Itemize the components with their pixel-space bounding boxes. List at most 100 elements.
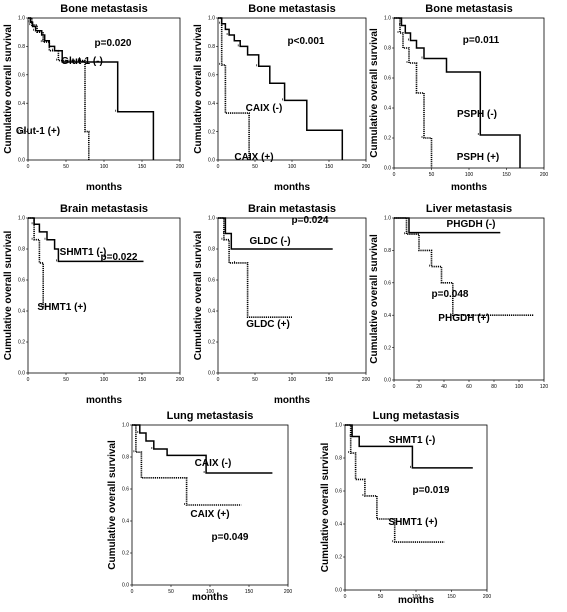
survival-curve-positive	[345, 424, 445, 543]
x-tick-label: 50	[252, 164, 258, 170]
survival-curve-negative	[345, 424, 473, 469]
p-value-label: p<0.001	[288, 36, 325, 47]
y-tick-label: 0.0	[18, 371, 25, 377]
survival-curve-positive	[218, 217, 292, 318]
group-label-positive: PHGDH (+)	[438, 313, 489, 324]
y-tick-label: 0.2	[208, 340, 215, 346]
y-tick-label: 0.0	[208, 371, 215, 377]
y-tick-label: 0.4	[18, 101, 25, 107]
x-tick-label: 200	[176, 164, 185, 170]
x-tick-label: 150	[502, 172, 511, 178]
x-tick-label: 100	[465, 172, 474, 178]
x-tick-label: 0	[393, 384, 396, 390]
chart-title: Bone metastasis	[60, 3, 147, 15]
y-tick-label: 0.2	[384, 136, 391, 142]
y-tick-label: 0.8	[208, 44, 215, 50]
x-tick-label: 100	[412, 594, 421, 600]
x-tick-label: 100	[515, 384, 524, 390]
y-tick-label: 0.2	[18, 340, 25, 346]
group-label-negative: CAIX (-)	[195, 458, 232, 469]
y-tick-label: 0.4	[384, 313, 391, 319]
y-tick-label: 0.2	[18, 129, 25, 135]
x-tick-label: 0	[217, 377, 220, 383]
p-value-label: p=0.022	[101, 252, 138, 263]
x-tick-label: 60	[466, 384, 472, 390]
x-tick-label: 0	[217, 164, 220, 170]
y-tick-label: 0.4	[208, 101, 215, 107]
km-panel-3: Bone metastasis Cumulative overall surviv…	[369, 3, 548, 193]
y-tick-label: 0.8	[335, 456, 342, 462]
y-tick-label: 0.2	[384, 345, 391, 351]
group-label-negative: PSPH (-)	[457, 109, 497, 120]
y-axis-label: Cumulative overall survival	[3, 24, 14, 154]
group-label-positive: Glut-1 (+)	[16, 126, 60, 137]
y-axis-label: Cumulative overall survival	[107, 440, 118, 570]
x-tick-label: 150	[138, 377, 147, 383]
y-tick-label: 0.8	[18, 247, 25, 253]
x-tick-label: 200	[176, 377, 185, 383]
km-panel-5: Brain metastasis Cumulative overall survi…	[193, 203, 370, 406]
x-tick-label: 20	[416, 384, 422, 390]
survival-curve-negative	[394, 17, 521, 168]
y-tick-label: 0.6	[384, 281, 391, 287]
y-tick-label: 0.2	[122, 551, 129, 557]
y-axis-label: Cumulative overall survival	[193, 24, 204, 154]
y-tick-label: 0.0	[335, 588, 342, 594]
survival-curve-positive	[394, 17, 433, 168]
y-tick-label: 0.8	[384, 248, 391, 254]
km-panel-2: Bone metastasis Cumulative overall surviv…	[193, 3, 370, 193]
y-tick-label: 0.4	[18, 309, 25, 315]
y-tick-label: 0.6	[208, 73, 215, 79]
y-tick-label: 0.6	[122, 487, 129, 493]
p-value-label: p=0.024	[292, 215, 329, 226]
p-value-label: p=0.019	[413, 485, 450, 496]
y-axis-label: Cumulative overall survival	[369, 234, 380, 364]
y-axis-label: Cumulative overall survival	[3, 231, 14, 361]
x-axis-label: months	[192, 592, 229, 603]
x-tick-label: 50	[63, 377, 69, 383]
km-panel-7: Lung metastasis Cumulative overall surviv…	[107, 410, 292, 603]
x-tick-label: 200	[483, 594, 492, 600]
x-tick-label: 0	[344, 594, 347, 600]
survival-curve-positive	[132, 424, 242, 506]
x-tick-label: 0	[131, 589, 134, 595]
y-tick-label: 0.0	[122, 583, 129, 589]
p-value-label: p=0.011	[463, 35, 500, 46]
plot-frame	[393, 17, 545, 169]
y-tick-label: 0.8	[18, 44, 25, 50]
chart-title: Lung metastasis	[373, 410, 460, 422]
group-label-positive: PSPH (+)	[457, 152, 500, 163]
x-tick-label: 50	[63, 164, 69, 170]
x-axis-label: months	[451, 182, 488, 193]
x-tick-label: 40	[441, 384, 447, 390]
x-tick-label: 150	[138, 164, 147, 170]
y-tick-label: 0.0	[384, 166, 391, 172]
group-label-negative: Glut-1 (-)	[61, 56, 103, 67]
y-tick-label: 0.4	[208, 309, 215, 315]
x-tick-label: 150	[325, 377, 334, 383]
y-tick-label: 0.4	[335, 522, 342, 528]
survival-curve-positive	[28, 17, 90, 160]
x-tick-label: 0	[393, 172, 396, 178]
y-tick-label: 1.0	[384, 216, 391, 222]
p-value-label: p=0.049	[212, 532, 249, 543]
km-panel-1: Bone metastasis Cumulative overall surviv…	[3, 3, 184, 193]
survival-curve-positive	[394, 217, 534, 316]
y-tick-label: 0.6	[384, 76, 391, 82]
y-tick-label: 1.0	[122, 423, 129, 429]
plot-frame	[217, 17, 367, 161]
km-panel-4: Brain metastasis Cumulative overall survi…	[3, 203, 184, 406]
group-label-positive: GLDC (+)	[246, 319, 290, 330]
chart-title: Liver metastasis	[426, 203, 512, 215]
group-label-positive: SHMT1 (+)	[37, 302, 86, 313]
plot-frame	[344, 424, 488, 591]
survival-curve-positive	[28, 217, 47, 308]
group-label-positive: CAIX (+)	[234, 152, 273, 163]
x-tick-label: 200	[284, 589, 293, 595]
x-tick-label: 100	[206, 589, 215, 595]
y-tick-label: 0.6	[18, 278, 25, 284]
y-tick-label: 0.0	[384, 378, 391, 384]
x-axis-label: months	[274, 182, 311, 193]
plot-frame	[393, 217, 545, 381]
survival-curve-negative	[218, 17, 344, 160]
